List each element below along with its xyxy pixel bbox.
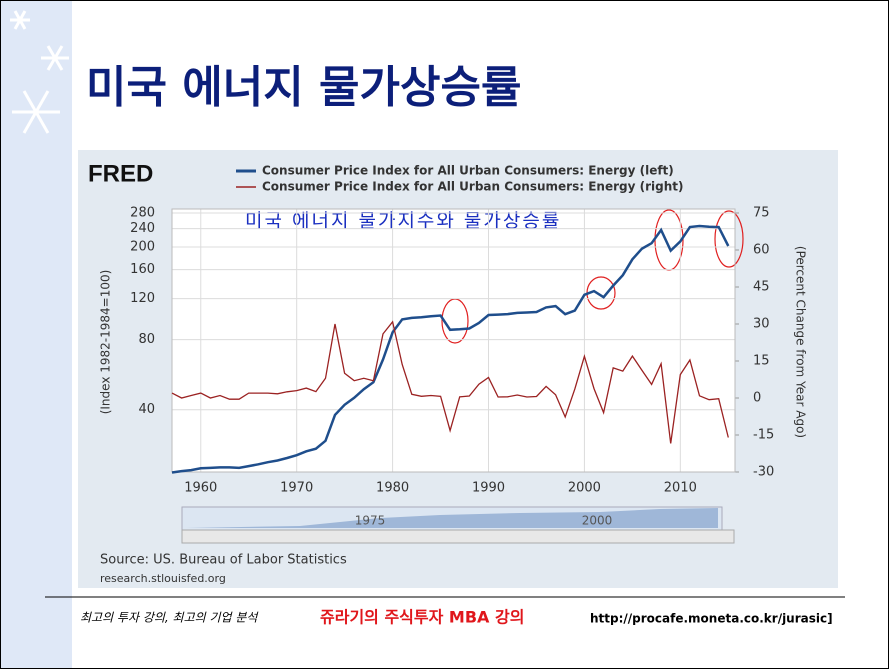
plot-frame [171, 208, 736, 473]
series-line [171, 320, 729, 444]
source: Source: US. Bureau of Labor Statistics [100, 553, 347, 568]
y2-tick-label: -15 [753, 428, 774, 443]
y2-tick-label: 75 [753, 206, 770, 221]
annotation: 미국 에너지 물가지수와 물가상승률 [245, 210, 561, 232]
slide-title: 미국 에너지 물가상승률 [86, 62, 521, 113]
logo: FRED [88, 160, 153, 187]
snowflakes [10, 10, 69, 134]
x-tick-label: 1970 [280, 481, 313, 496]
y2-tick-label: -30 [753, 465, 774, 480]
y-tick-label: 240 [130, 221, 155, 236]
x-tick-label: 1990 [472, 481, 505, 496]
x-tick-label: 1960 [184, 481, 217, 496]
y-tick-label: 80 [138, 332, 155, 347]
y2-tick-label: 15 [753, 354, 770, 369]
side-strip [1, 1, 72, 668]
source-site: research.stlouisfed.org [100, 572, 226, 585]
x-tick-label: 1980 [376, 481, 409, 496]
footer-url: http://procafe.moneta.co.kr/jurasic] [590, 612, 833, 626]
legend-label: Consumer Price Index for All Urban Consu… [262, 180, 683, 194]
navigator-label: 2000 [582, 514, 613, 528]
x-tick-label: 2010 [664, 481, 697, 496]
plot-area [172, 209, 735, 472]
y-tick-label: 120 [130, 291, 155, 306]
navigator-area [186, 508, 718, 528]
legend-label: Consumer Price Index for All Urban Consu… [262, 164, 674, 178]
footer-brand: 쥬라기의 주식투자 MBA 강의 [320, 608, 524, 627]
y-axis-label: (Index 1982-1984=100) [99, 270, 113, 415]
navigator-label: 1975 [355, 514, 386, 528]
footer-left: 최고의 투자 강의, 최고의 기업 분석 [80, 611, 259, 625]
scrollbar[interactable] [181, 529, 735, 544]
y-tick-label: 200 [130, 240, 155, 255]
x-tick-label: 2000 [568, 481, 601, 496]
series-line [171, 224, 730, 474]
y2-tick-label: 60 [753, 243, 770, 258]
y2-tick-label: 45 [753, 280, 770, 295]
y-tick-label: 40 [138, 402, 155, 417]
y2-axis-label: (Percent Change from Year Ago) [794, 246, 808, 438]
y2-tick-label: 30 [753, 317, 770, 332]
y-tick-label: 160 [130, 262, 155, 277]
y-tick-label: 280 [130, 206, 155, 221]
y2-tick-label: 0 [753, 391, 761, 406]
